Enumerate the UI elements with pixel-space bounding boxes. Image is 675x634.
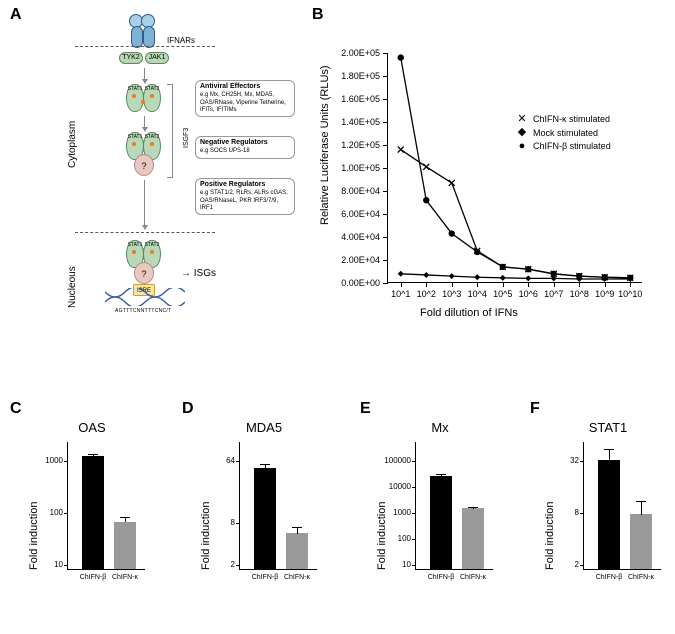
- bar-plot: 10100100010000100000ChIFN-βChIFN-κ: [415, 442, 493, 570]
- ifnars-label: IFNARs: [167, 36, 195, 45]
- bar-kappa: [286, 533, 308, 569]
- bar-kappa: [630, 514, 652, 569]
- chart-b-yticklabel: 6.00E+04: [325, 209, 380, 219]
- bar-title: STAT1: [548, 420, 668, 435]
- panel-label-b: B: [312, 6, 324, 24]
- chart-b-yticklabel: 2.00E+05: [325, 48, 380, 58]
- antiviral-body: e.g Mx, CH25H, Mx, MDA5, OAS/RNase, Vipe…: [200, 92, 290, 114]
- chart-b-yticklabel: 1.20E+05: [325, 140, 380, 150]
- legend-mock: Mock stimulated: [533, 127, 598, 140]
- bar-title: Mx: [380, 420, 500, 435]
- chart-b-yticklabel: 2.00E+04: [325, 255, 380, 265]
- negative-regulators-box: Negative Regulators e.g SOCS UPS-18: [195, 136, 295, 159]
- chart-b-legend: ✕ChIFN-κ stimulated ◆Mock stimulated ●Ch…: [515, 113, 611, 154]
- bar-beta: [82, 456, 104, 569]
- barchart-stat1: STAT1 Fold induction 2832ChIFN-βChIFN-κ: [548, 420, 668, 600]
- chart-b-yticklabel: 8.00E+04: [325, 186, 380, 196]
- bar-yticklabel: 10: [33, 560, 63, 569]
- bar-xlabel: ChIFN-κ: [626, 574, 656, 581]
- bar-title: OAS: [32, 420, 152, 435]
- bar-xlabel: ChIFN-κ: [110, 574, 140, 581]
- barchart-oas: OAS Fold induction 101001000ChIFN-βChIFN…: [32, 420, 152, 600]
- antiviral-effectors-box: Antiviral Effectors e.g Mx, CH25H, Mx, M…: [195, 80, 295, 117]
- bar-beta: [254, 468, 276, 569]
- barchart-mx: Mx Fold induction 10100100010000100000Ch…: [380, 420, 500, 600]
- panel-label-a: A: [10, 6, 22, 24]
- bar-xlabel: ChIFN-β: [250, 574, 280, 581]
- panel-label-e: E: [360, 400, 371, 418]
- chart-b-yticklabel: 0.00E+00: [325, 278, 380, 288]
- chart-b-plot: 0.00E+002.00E+044.00E+046.00E+048.00E+04…: [387, 53, 642, 283]
- nuclear-membrane: [75, 232, 215, 233]
- bar-yticklabel: 8: [205, 518, 235, 527]
- negative-title: Negative Regulators: [200, 139, 290, 147]
- bar-xlabel: ChIFN-κ: [282, 574, 312, 581]
- arrow-3: [144, 180, 145, 226]
- stat2-label-3: STAT2: [145, 242, 160, 248]
- panel-label-c: C: [10, 400, 22, 418]
- nucleus-label: Nucleous: [67, 266, 78, 308]
- bar-yticklabel: 100: [33, 508, 63, 517]
- bar-yticklabel: 10000: [381, 482, 411, 491]
- bar-plot: 2832ChIFN-βChIFN-κ: [583, 442, 661, 570]
- isre-consensus: AGTTTCNNTTTCNC/T: [115, 308, 171, 314]
- plasma-membrane: [75, 46, 215, 47]
- dna-helix: [105, 288, 185, 306]
- chart-b-yticklabel: 4.00E+04: [325, 232, 380, 242]
- bar-yticklabel: 1000: [381, 508, 411, 517]
- stat1-label-2: STAT1: [128, 134, 143, 140]
- bar-yticklabel: 2: [549, 560, 579, 569]
- negative-body: e.g SOCS UPS-18: [200, 148, 290, 155]
- bar-xlabel: ChIFN-β: [594, 574, 624, 581]
- bar-xlabel: ChIFN-β: [426, 574, 456, 581]
- bar-yticklabel: 8: [549, 508, 579, 517]
- bar-plot: 2864ChIFN-βChIFN-κ: [239, 442, 317, 570]
- bar-yticklabel: 64: [205, 456, 235, 465]
- jak1-box: JAK1: [145, 52, 169, 64]
- chart-b-yticklabel: 1.40E+05: [325, 117, 380, 127]
- stat2-label-2: STAT2: [145, 134, 160, 140]
- isgs-label: ISGs: [194, 268, 216, 279]
- stat1-label: STAT1: [128, 86, 143, 92]
- arrow-1: [144, 68, 145, 80]
- bar-beta: [598, 460, 620, 569]
- positive-regulators-box: Positive Regulators e.g STAT1/2, RLRs, A…: [195, 178, 295, 215]
- chart-b-yticklabel: 1.80E+05: [325, 71, 380, 81]
- bar-yticklabel: 32: [549, 456, 579, 465]
- bar-yticklabel: 10: [381, 560, 411, 569]
- chart-b: Relative Luciferase Units (RLUs) Fold di…: [325, 45, 655, 340]
- legend-kappa: ChIFN-κ stimulated: [533, 113, 610, 126]
- stat1-label-3: STAT1: [128, 242, 143, 248]
- chart-b-yticklabel: 1.00E+05: [325, 163, 380, 173]
- isgs-arrow: → ISGs: [181, 268, 216, 279]
- isgf3-bracket: [167, 84, 173, 178]
- isgf3-label: ISGF3: [183, 128, 190, 148]
- chart-b-xlabel: Fold dilution of IFNs: [420, 307, 518, 319]
- bar-xlabel: ChIFN-κ: [458, 574, 488, 581]
- bar-kappa: [462, 508, 484, 569]
- chart-b-yticklabel: 1.60E+05: [325, 94, 380, 104]
- chart-b-xticklabel: 10^10: [613, 289, 647, 299]
- panel-label-f: F: [530, 400, 540, 418]
- antiviral-title: Antiviral Effectors: [200, 83, 290, 91]
- tyk2-box: TYK2: [119, 52, 143, 64]
- bar-plot: 101001000ChIFN-βChIFN-κ: [67, 442, 145, 570]
- barchart-mda5: MDA5 Fold induction 2864ChIFN-βChIFN-κ: [204, 420, 324, 600]
- pathway-diagram: IFNARs TYK2 JAK1 STAT1 STAT2 STAT1 STAT2…: [75, 18, 305, 343]
- panel-label-d: D: [182, 400, 194, 418]
- bar-yticklabel: 100000: [381, 456, 411, 465]
- bar-xlabel: ChIFN-β: [78, 574, 108, 581]
- bar-yticklabel: 1000: [33, 456, 63, 465]
- positive-body: e.g STAT1/2, RLRs, ALRs cGAS, OAS/RNaseL…: [200, 190, 290, 212]
- bar-yticklabel: 100: [381, 534, 411, 543]
- bar-yticklabel: 2: [205, 560, 235, 569]
- legend-beta: ChIFN-β stimulated: [533, 140, 611, 153]
- cytoplasm-label: Cytoplasm: [67, 121, 78, 168]
- bar-title: MDA5: [204, 420, 324, 435]
- stat2-label: STAT2: [145, 86, 160, 92]
- bar-kappa: [114, 522, 136, 570]
- arrow-2: [144, 116, 145, 128]
- bar-beta: [430, 476, 452, 569]
- positive-title: Positive Regulators: [200, 181, 290, 189]
